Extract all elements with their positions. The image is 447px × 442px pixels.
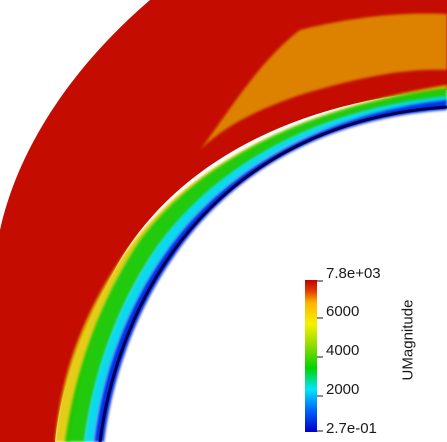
colorbar-title: UMagnitude xyxy=(399,299,417,381)
colorbar-label-max: 7.8e+03 xyxy=(326,265,381,282)
yellow-highlight xyxy=(200,13,447,150)
shear-layer-green xyxy=(65,88,447,442)
colorbar xyxy=(305,280,317,432)
colorbar-label-2000: 2000 xyxy=(326,381,360,398)
colorbar-label-min: 2.7e-01 xyxy=(326,420,377,437)
colorbar-label-6000: 6000 xyxy=(326,303,360,320)
colorbar-label-4000: 4000 xyxy=(326,342,360,359)
inner-wall xyxy=(98,105,447,442)
